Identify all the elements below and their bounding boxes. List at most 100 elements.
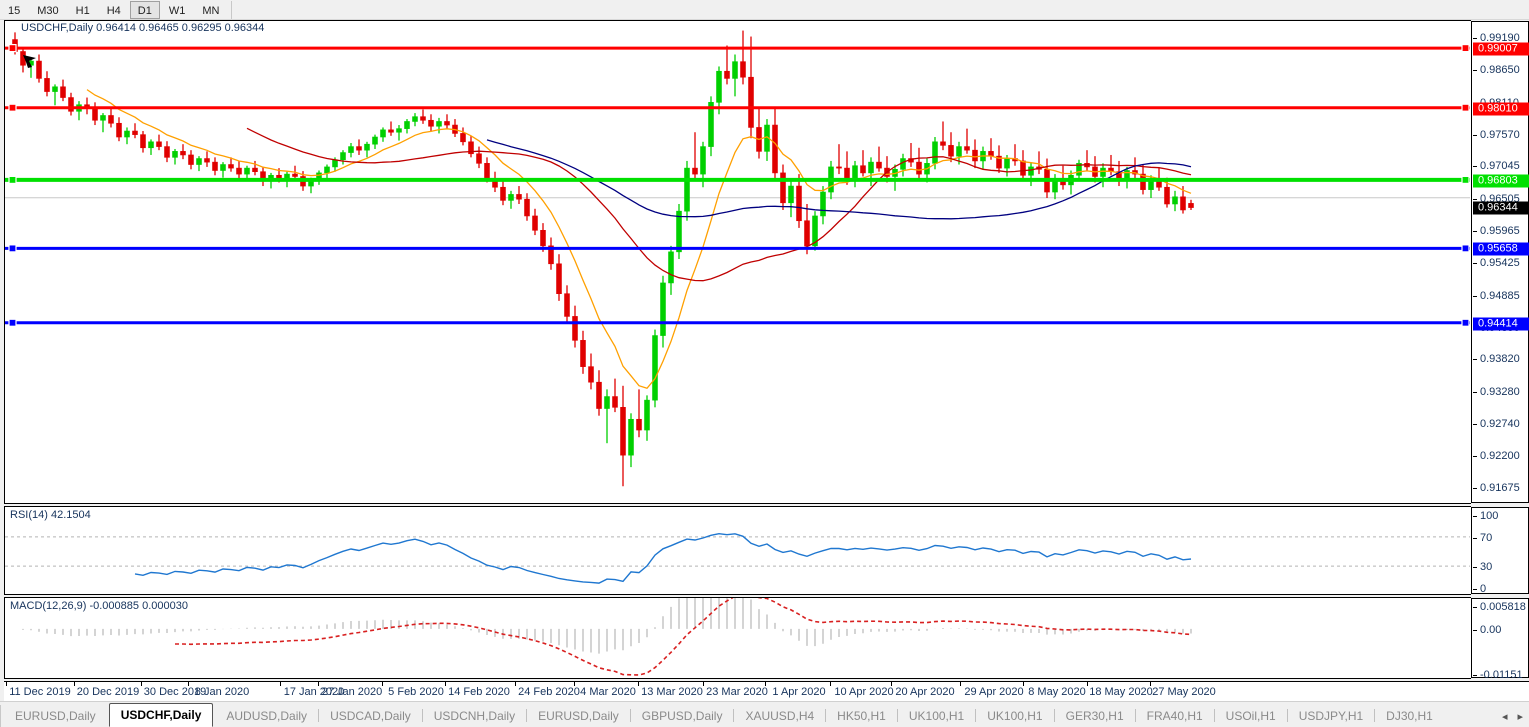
- price-axis-label: 0.96505: [1480, 192, 1520, 205]
- date-axis-tick: [318, 682, 319, 686]
- date-axis-label: 10 Apr 2020: [834, 686, 894, 698]
- price-chart-pane[interactable]: USDCHF,Daily 0.96414 0.96465 0.96295 0.9…: [4, 20, 1529, 504]
- date-axis-label: 24 Feb 2020: [518, 686, 580, 698]
- chart-tab-ger30-h1[interactable]: GER30,H1: [1065, 709, 1124, 723]
- rsi-axis-tick: [1473, 537, 1477, 539]
- date-axis-label: 30 Dec 2019: [143, 686, 207, 698]
- date-axis-tick: [638, 682, 639, 686]
- tab-separator: [1213, 709, 1215, 722]
- macd-indicator-pane[interactable]: MACD(12,26,9) -0.000885 0.000030 0.00581…: [4, 597, 1529, 681]
- toolbar-bottom-border: [0, 19, 1529, 20]
- timeframe-button-h4[interactable]: H4: [106, 5, 121, 17]
- price-axis-tick: [1473, 487, 1477, 489]
- tab-separator: [896, 709, 898, 722]
- macd-axis-label: 0.00: [1480, 623, 1502, 636]
- chart-tab-xauusd-h4[interactable]: XAUUSD,H4: [745, 709, 815, 723]
- timeframe-toolbar: 15 M30 H1 H4 D1 W1 MN: [0, 0, 1529, 20]
- rsi-line-svg: [5, 532, 1470, 584]
- date-axis-tick: [960, 682, 961, 686]
- chart-tab-audusd-daily[interactable]: AUDUSD,Daily: [226, 709, 308, 723]
- date-axis-tick: [280, 682, 281, 686]
- rsi-axis-tick: [1473, 567, 1477, 569]
- timeframe-button-15[interactable]: 15: [8, 5, 21, 17]
- chart-tab-dj30-h1[interactable]: DJ30,H1: [1386, 709, 1433, 723]
- macd-axis-label: 0.005818: [1480, 601, 1526, 613]
- price-axis-tick: [1473, 391, 1477, 393]
- price-axis-tick: [1473, 70, 1477, 72]
- timeframe-button-mn[interactable]: MN: [202, 5, 220, 17]
- date-axis-label: 8 Jan 2020: [194, 686, 250, 698]
- tab-scroll-right-icon[interactable]: ▸: [1517, 711, 1523, 723]
- chart-tab-gbpusd-daily[interactable]: GBPUSD,Daily: [641, 709, 723, 723]
- chart-tab-uk100-h1[interactable]: UK100,H1: [987, 709, 1043, 723]
- macd-axis-tick: [1473, 607, 1477, 608]
- price-level-label-support[interactable]: 0.95658: [1473, 242, 1529, 256]
- chart-tab-usoil-h1[interactable]: USOil,H1: [1225, 709, 1276, 723]
- macd-axis-tick: [1473, 675, 1477, 676]
- date-axis-tick: [1087, 682, 1088, 686]
- rsi-plot-area[interactable]: [5, 507, 1471, 594]
- tab-separator: [1053, 709, 1055, 722]
- toolbar-divider: [231, 1, 233, 19]
- timeframe-button-w1[interactable]: W1: [168, 5, 186, 17]
- price-axis[interactable]: 0.991900.986500.981100.975700.970450.965…: [1471, 21, 1529, 503]
- macd-axis-tick: [1473, 629, 1477, 631]
- price-axis-tick: [1473, 135, 1477, 137]
- timeframe-button-m30[interactable]: M30: [37, 5, 59, 17]
- price-axis-tick: [1473, 423, 1477, 425]
- rsi-indicator-pane[interactable]: RSI(14) 42.1504 100 70 30 0: [4, 506, 1529, 595]
- date-axis-label: 14 Feb 2020: [448, 686, 510, 698]
- rsi-axis-label: 70: [1480, 531, 1493, 544]
- chart-tab-usdchf-daily[interactable]: USDCHF,Daily: [108, 703, 214, 727]
- macd-plot-area[interactable]: [5, 598, 1471, 678]
- date-axis-label: 23 Mar 2020: [706, 686, 768, 698]
- date-axis-tick: [74, 682, 75, 686]
- price-axis-label: 0.91675: [1480, 481, 1520, 494]
- price-level-label-resistance[interactable]: 0.99007: [1473, 42, 1529, 56]
- price-level-label-resistance[interactable]: 0.98010: [1473, 102, 1529, 116]
- chart-tab-usdcad-daily[interactable]: USDCAD,Daily: [330, 709, 411, 723]
- price-axis-tick: [1473, 166, 1477, 168]
- price-axis-label: 0.98650: [1480, 64, 1520, 77]
- tab-scroll-left-icon[interactable]: ◂: [1501, 711, 1508, 723]
- date-axis-tick: [703, 682, 704, 686]
- date-axis-label: 29 Apr 2020: [964, 686, 1024, 698]
- price-candlestick-svg: [5, 30, 1470, 487]
- chart-tab-usdjpy-h1[interactable]: USDJPY,H1: [1298, 709, 1364, 723]
- tab-separator: [421, 709, 423, 722]
- price-level-label-current-price[interactable]: 0.96344: [1473, 201, 1529, 215]
- date-axis-label: 11 Dec 2019: [9, 686, 71, 698]
- price-axis-tick: [1473, 198, 1477, 200]
- rsi-axis-label: 0: [1480, 583, 1487, 595]
- price-axis-tick: [1473, 359, 1477, 361]
- price-axis-label: 0.99190: [1480, 32, 1520, 45]
- rsi-axis-label: 30: [1480, 561, 1493, 574]
- timeframe-button-group: 15 M30 H1 H4 D1 W1 MN: [0, 1, 228, 19]
- tab-separator: [318, 709, 320, 722]
- timeframe-button-d1[interactable]: D1: [129, 1, 160, 19]
- date-axis-label: 13 Mar 2020: [641, 686, 703, 698]
- chart-tab-eurusd-daily[interactable]: EURUSD,Daily: [15, 709, 96, 723]
- date-axis-label: 8 May 2020: [1028, 686, 1086, 698]
- price-level-label-pivot[interactable]: 0.96803: [1473, 174, 1529, 188]
- chart-tab-hk50-h1[interactable]: HK50,H1: [837, 709, 886, 723]
- date-axis-tick: [1150, 682, 1151, 686]
- tab-separator: [1374, 709, 1376, 722]
- date-axis-tick: [445, 682, 446, 686]
- chart-tab-eurusd-daily[interactable]: EURUSD,Daily: [538, 709, 619, 723]
- date-axis-tick: [891, 682, 892, 686]
- price-axis-label: 0.92200: [1480, 450, 1520, 463]
- date-axis[interactable]: 11 Dec 2019 20 Dec 2019 30 Dec 2019 8 Jan 2…: [4, 681, 1529, 701]
- date-axis-label: 4 Mar 2020: [580, 686, 636, 698]
- price-axis-label: 0.95965: [1480, 225, 1520, 237]
- price-axis-tick: [1473, 38, 1477, 40]
- price-level-label-support[interactable]: 0.94414: [1473, 317, 1529, 331]
- chart-tab-fra40-h1[interactable]: FRA40,H1: [1146, 709, 1203, 723]
- timeframe-button-h1[interactable]: H1: [75, 5, 90, 17]
- price-plot-area[interactable]: [5, 21, 1471, 503]
- chart-tab-uk100-h1[interactable]: UK100,H1: [908, 709, 965, 723]
- chart-tab-usdcnh-daily[interactable]: USDCNH,Daily: [433, 709, 516, 723]
- tab-separator: [825, 709, 827, 722]
- date-axis-tick: [382, 682, 383, 686]
- date-axis-label: 27 May 2020: [1152, 686, 1216, 698]
